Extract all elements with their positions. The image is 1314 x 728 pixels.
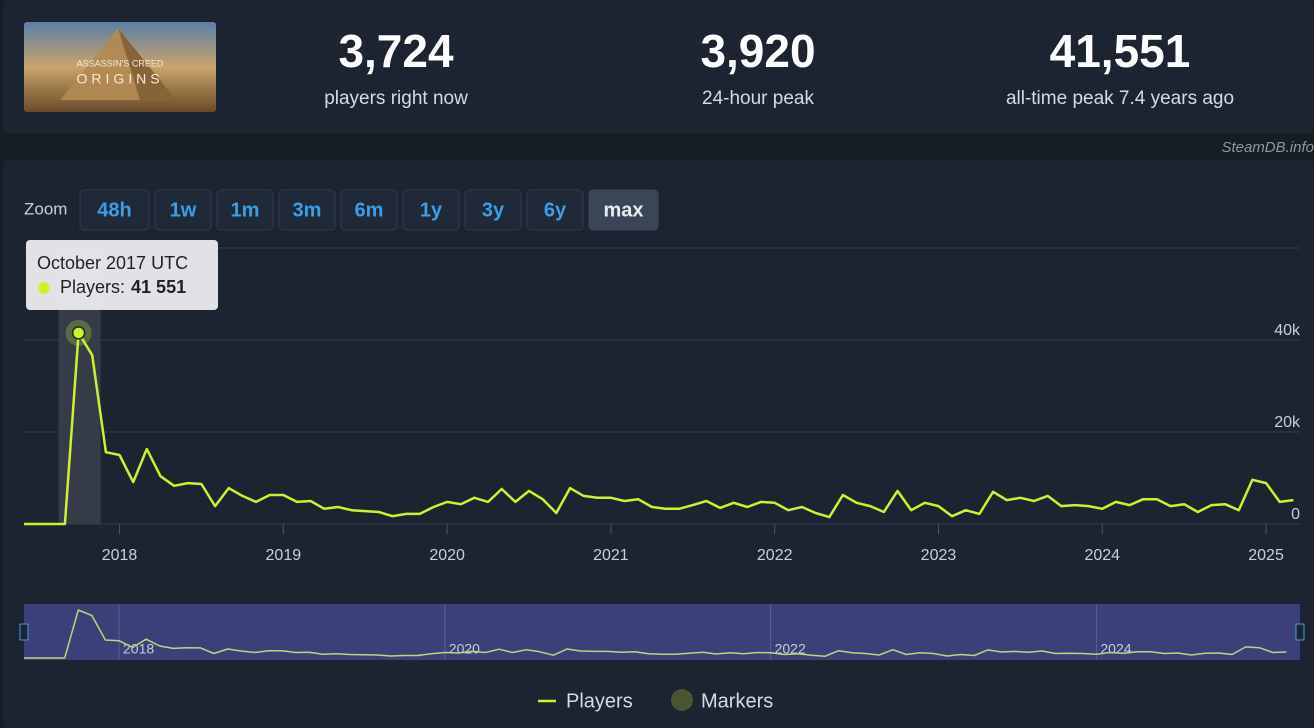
- tooltip-dot: [38, 282, 50, 294]
- zoom-button-bg[interactable]: [154, 189, 212, 231]
- stat-value: 3,920: [700, 25, 815, 77]
- line: [24, 331, 1294, 526]
- zoom-button-bg[interactable]: [588, 189, 659, 231]
- zoom-button-label[interactable]: 3y: [482, 199, 505, 221]
- zoom-button-label[interactable]: 1m: [231, 199, 260, 221]
- zoom-button-label[interactable]: 3m: [293, 199, 322, 221]
- x-tick-label: 2019: [266, 547, 302, 564]
- zoom-button[interactable]: 6m: [340, 189, 398, 231]
- zoom-button-bg[interactable]: [464, 189, 522, 231]
- y-tick-label: 40k: [1274, 322, 1301, 339]
- tooltip-title: October 2017 UTC: [37, 253, 188, 273]
- zoom-buttons: 48h 1w 1m 3m 6m 1y 3y 6y max: [79, 189, 659, 231]
- stats-panel: [3, 0, 1314, 133]
- stat-value: 3,724: [338, 25, 454, 77]
- zoom-label: Zoom: [24, 199, 67, 218]
- navigator: 2018 2020 2022 2024: [19, 604, 1305, 660]
- zoom-button-label[interactable]: 1y: [420, 199, 443, 221]
- logo-text: ASSASSIN'S CREED: [77, 58, 164, 68]
- zoom-button[interactable]: 6y: [526, 189, 584, 231]
- x-tick-label: 2024: [1084, 547, 1120, 564]
- zoom-button-label[interactable]: 6m: [355, 199, 384, 221]
- zoom-button-bg[interactable]: [526, 189, 584, 231]
- navigator-label: 2022: [775, 641, 806, 657]
- chart-panel: [3, 160, 1314, 728]
- x-tick-label: 2021: [593, 547, 629, 564]
- navigator-line: [24, 609, 1287, 659]
- navigator-handle[interactable]: [19, 623, 29, 641]
- zoom-button-bg[interactable]: [340, 189, 398, 231]
- navigator-label: 2024: [1100, 641, 1131, 657]
- zoom-button-label[interactable]: max: [603, 199, 643, 221]
- zoom-button[interactable]: 1m: [216, 189, 274, 231]
- x-tick-label: 2018: [102, 547, 138, 564]
- tooltip-value: 41 551: [131, 277, 186, 297]
- stat-value: 41,551: [1050, 25, 1191, 77]
- y-tick-label: 20k: [1274, 414, 1301, 431]
- zoom-button[interactable]: 1w: [154, 189, 212, 231]
- tooltip-label: Players:: [60, 277, 125, 297]
- zoom-button[interactable]: 3m: [278, 189, 336, 231]
- zoom-button[interactable]: max: [588, 189, 659, 231]
- zoom-button[interactable]: 3y: [464, 189, 522, 231]
- zoom-button-bg[interactable]: [402, 189, 460, 231]
- navigator-label: 2020: [449, 641, 480, 657]
- x-tick-label: 2023: [921, 547, 957, 564]
- x-tick-label: 2025: [1248, 547, 1284, 564]
- zoom-button-label[interactable]: 48h: [97, 199, 131, 221]
- zoom-button-label[interactable]: 6y: [544, 199, 567, 221]
- stat-label: 24-hour peak: [702, 88, 814, 109]
- tooltip-row: Players: 41 551: [60, 277, 186, 297]
- zoom-button-bg[interactable]: [216, 189, 274, 231]
- legend: Players Markers: [538, 689, 773, 712]
- x-tick-label: 2020: [429, 547, 465, 564]
- x-tick-label: 2022: [757, 547, 793, 564]
- stats: 3,724 players right now 3,920 24-hour peak 4…: [324, 25, 1234, 109]
- navigator-handle[interactable]: [1295, 623, 1305, 641]
- navigator-label: 2018: [123, 641, 154, 657]
- legend-swatch: [671, 689, 693, 711]
- game-image: ASSASSIN'S CREED ORIGINS: [24, 22, 216, 112]
- zoom-button-bg[interactable]: [79, 189, 150, 231]
- zoom-button-bg[interactable]: [278, 189, 336, 231]
- stat-label: players right now: [324, 88, 468, 109]
- logo-text: ORIGINS: [76, 71, 163, 87]
- tooltip: October 2017 UTC Players: 41 551: [26, 240, 218, 310]
- legend-label[interactable]: Markers: [701, 690, 773, 712]
- zoom-button-label[interactable]: 1w: [170, 199, 197, 221]
- tooltip-box: [26, 240, 218, 310]
- stat-label: all-time peak 7.4 years ago: [1006, 88, 1234, 109]
- watermark: SteamDB.info: [1221, 139, 1314, 156]
- legend-label[interactable]: Players: [566, 690, 633, 712]
- zoom-button[interactable]: 48h: [79, 189, 150, 231]
- series: [24, 331, 1294, 526]
- zoom-button[interactable]: 1y: [402, 189, 460, 231]
- y-tick-label: 0: [1291, 506, 1300, 523]
- point: [71, 326, 86, 340]
